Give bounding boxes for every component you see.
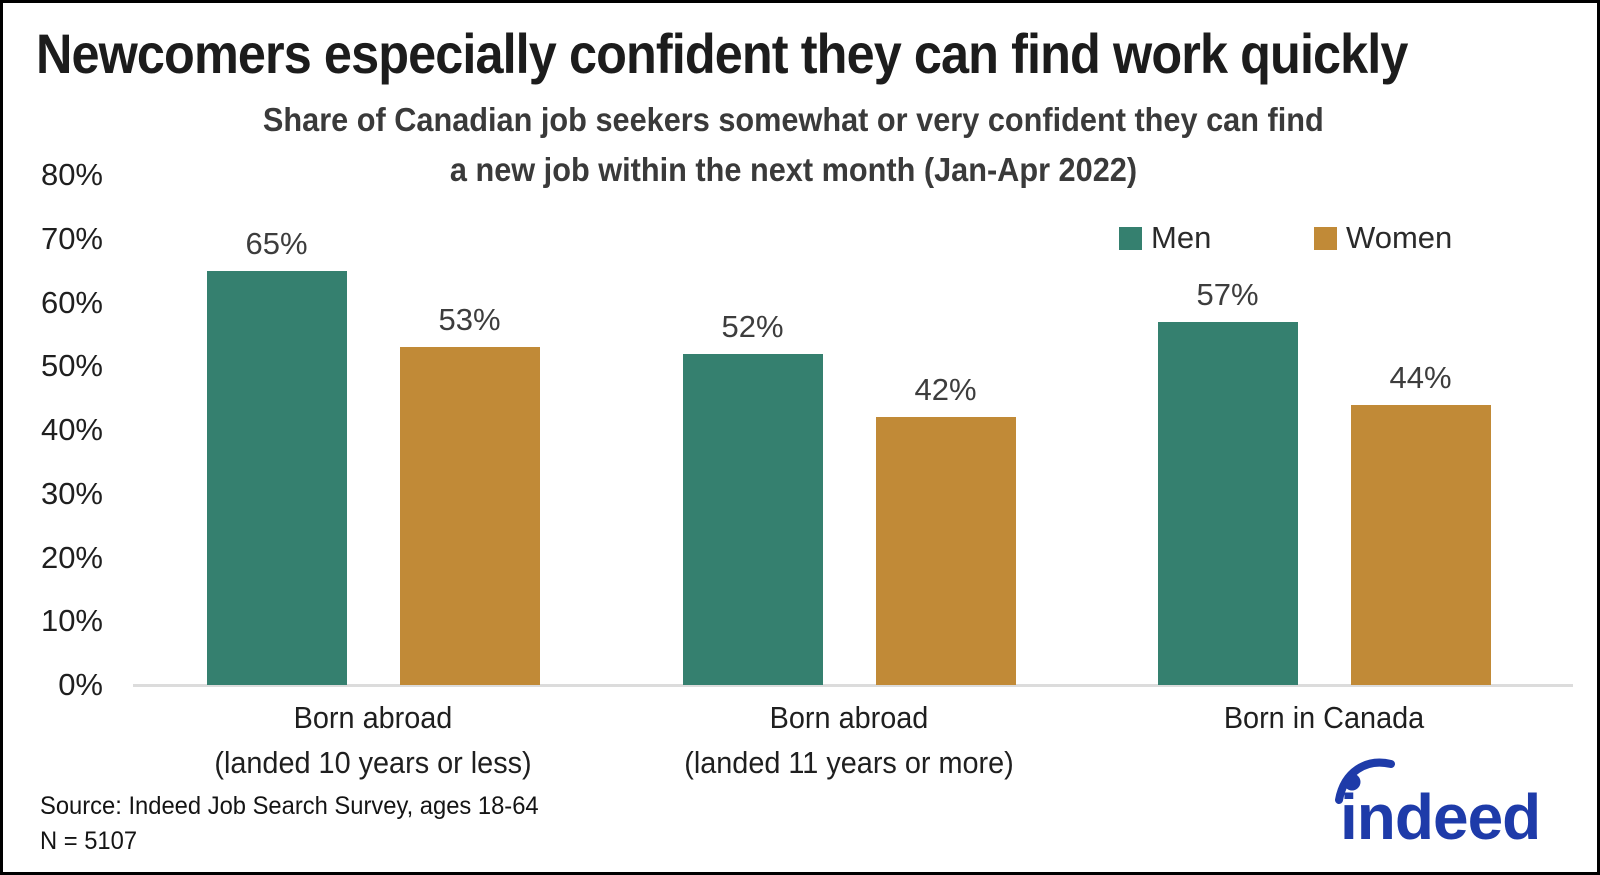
chart-subtitle: Share of Canadian job seekers somewhat o…	[3, 95, 1583, 195]
category-label-0: Born abroad (landed 10 years or less)	[159, 695, 587, 785]
category-label-line: (landed 10 years or less)	[214, 745, 532, 780]
footer: Source: Indeed Job Search Survey, ages 1…	[40, 789, 539, 859]
y-axis-tick-label: 30%	[40, 475, 103, 511]
y-axis-tick-label: 80%	[40, 157, 103, 192]
bar-women-1	[875, 417, 1016, 685]
chart-subtitle-line-1: Share of Canadian job seekers somewhat o…	[262, 101, 1324, 138]
source-note: Source: Indeed Job Search Survey, ages 1…	[40, 792, 539, 820]
y-axis-tick-label: 0%	[58, 667, 103, 702]
indeed-logo-image: indeed	[1335, 758, 1541, 853]
y-axis-tick-label: 50%	[40, 348, 103, 384]
indeed-logo-text: indeed	[1340, 781, 1540, 847]
legend-label: Women	[1346, 220, 1453, 255]
category-label-line: (landed 11 years or more)	[684, 745, 1014, 780]
bar-women-0	[399, 347, 540, 685]
category-label-line: Born in Canada	[1223, 700, 1425, 735]
y-axis-tick-label: 70%	[40, 220, 103, 256]
legend-swatch-women	[1314, 226, 1337, 250]
indeed-logo-i-dot-icon	[1343, 773, 1361, 791]
bar-value-label: 42%	[914, 372, 977, 408]
bar-value-label: 52%	[721, 308, 784, 344]
y-axis-tick-label: 40%	[40, 412, 103, 447]
legend-item-men: Men	[1119, 220, 1211, 256]
bar-men-1	[682, 353, 823, 685]
indeed-logo-swoosh-icon	[1335, 758, 1395, 804]
bar-men-2	[1157, 321, 1298, 685]
legend-item-women: Women	[1314, 220, 1452, 256]
chart-title: Newcomers especially confident they can …	[36, 22, 1408, 85]
category-label-1: Born abroad (landed 11 years or more)	[635, 695, 1063, 785]
bar-value-label: 57%	[1196, 276, 1259, 312]
category-label-line: Born abroad	[769, 700, 929, 735]
category-label-2: Born in Canada	[1110, 695, 1538, 740]
y-axis-tick-label: 10%	[40, 603, 103, 639]
x-axis-line	[133, 684, 1573, 687]
indeed-logo: indeed	[1334, 755, 1559, 853]
bar-value-label: 44%	[1389, 359, 1452, 395]
sample-size-note: N = 5107	[40, 827, 138, 855]
legend-swatch-men	[1119, 226, 1142, 250]
bar-value-label: 53%	[438, 302, 501, 338]
bar-women-2	[1350, 404, 1491, 685]
legend-label: Men	[1151, 220, 1212, 255]
category-label-line: Born abroad	[293, 700, 453, 735]
chart-subtitle-line-2: a new job within the next month (Jan-Apr…	[449, 151, 1137, 188]
plot-area: 0% 10% 20% 30% 40% 50% 60% 70% 80% 65% 52% 57% 53% 42…	[3, 3, 1597, 872]
y-axis-tick-label: 60%	[40, 284, 103, 320]
bar-value-label: 65%	[245, 225, 308, 261]
bar-men-0	[206, 270, 347, 685]
y-axis-tick-label: 20%	[40, 539, 103, 575]
